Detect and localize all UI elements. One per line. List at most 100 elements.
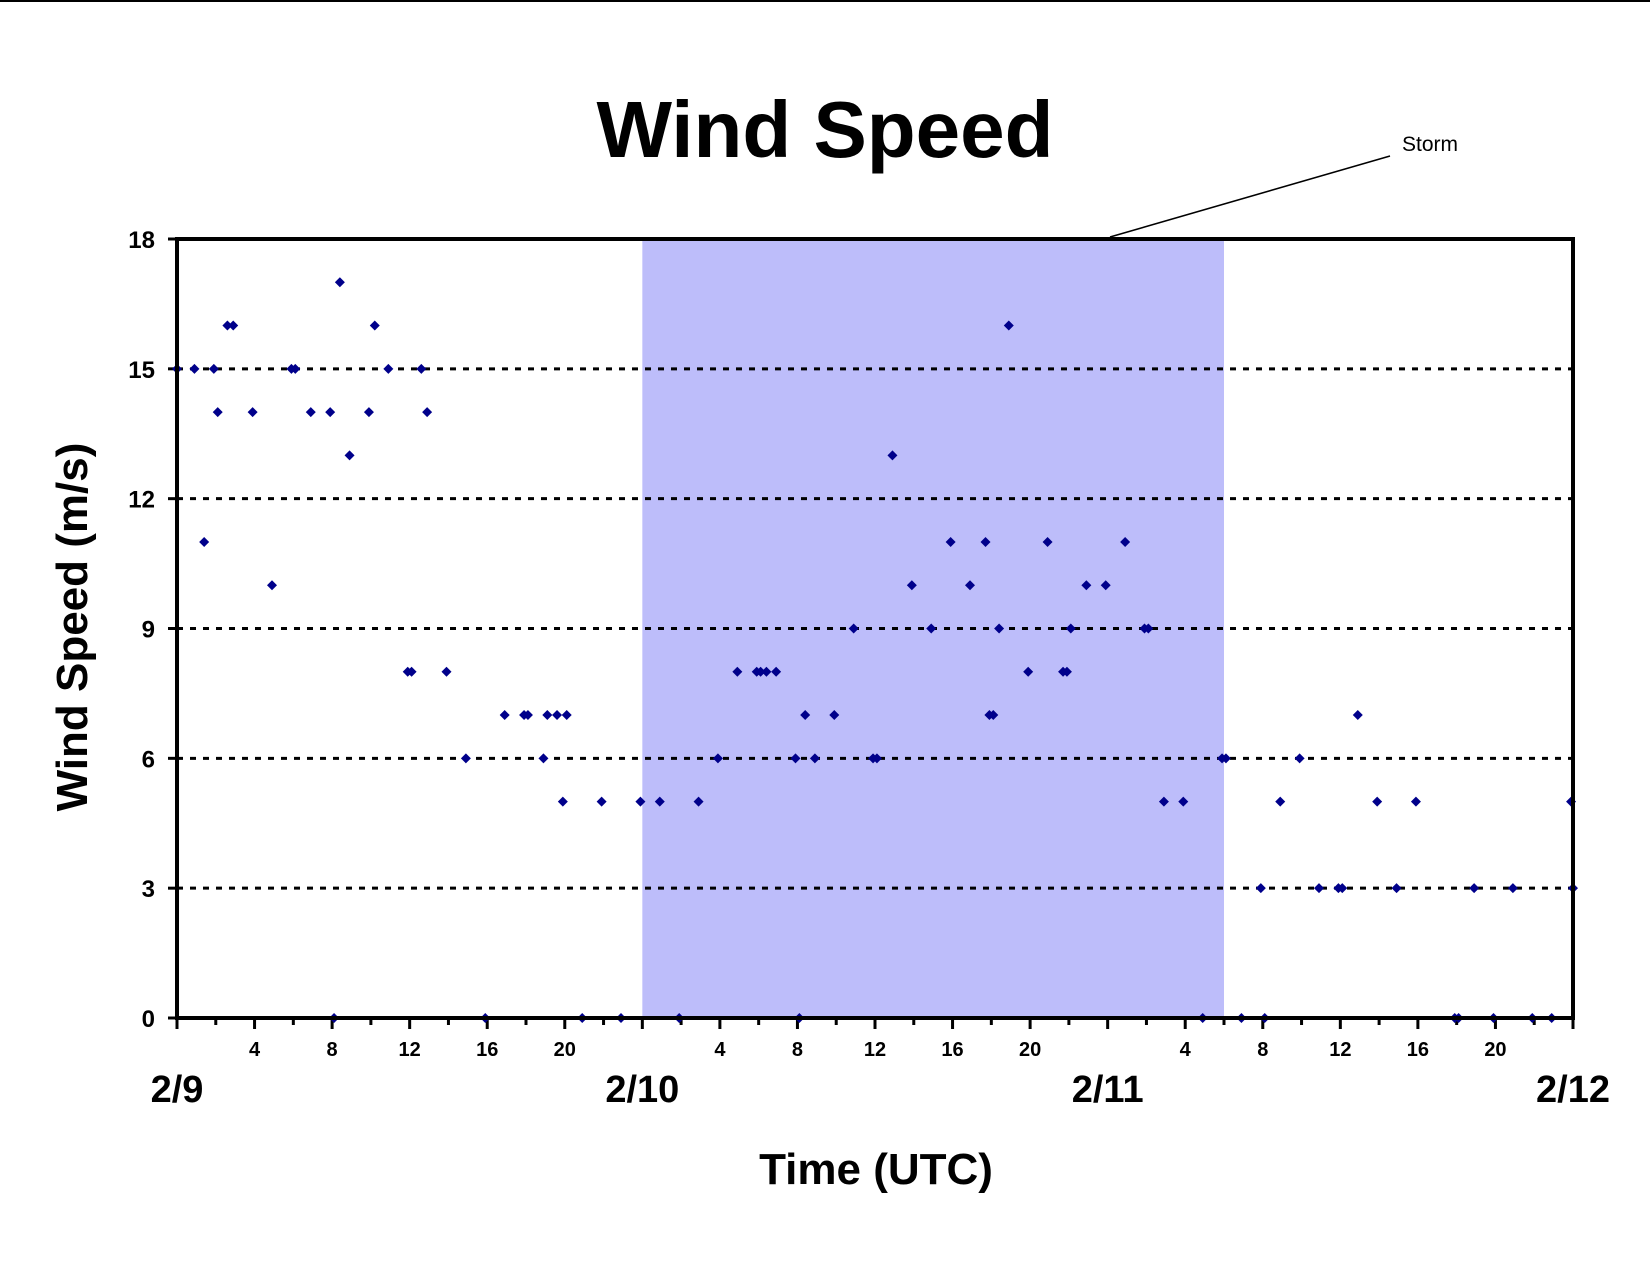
data-point xyxy=(1294,753,1305,764)
data-point xyxy=(988,710,999,721)
storm-annotation-label: Storm xyxy=(1402,133,1458,156)
data-point xyxy=(542,710,553,721)
data-point xyxy=(965,580,976,591)
y-tick-label-0: 0 xyxy=(142,1006,155,1033)
data-point xyxy=(325,407,336,418)
data-point xyxy=(1337,883,1348,894)
x-tick-label: 8 xyxy=(327,1039,338,1061)
data-point xyxy=(369,320,380,331)
x-tick-label: 4 xyxy=(1180,1039,1192,1061)
data-point xyxy=(1081,580,1092,591)
x-tick-label: 4 xyxy=(249,1039,261,1061)
x-axis-label: Time (UTC) xyxy=(759,1145,993,1194)
data-point xyxy=(538,753,549,764)
data-point xyxy=(305,407,316,418)
x-tick-label: 4 xyxy=(714,1039,726,1061)
data-point xyxy=(1352,710,1363,721)
x-day-label: 2/9 xyxy=(151,1069,204,1111)
data-point xyxy=(635,796,646,807)
data-point xyxy=(499,710,510,721)
data-point xyxy=(212,407,223,418)
x-tick-label: 12 xyxy=(1329,1039,1351,1061)
plot-area-frame xyxy=(175,237,1575,1020)
x-day-label: 2/11 xyxy=(1072,1069,1144,1111)
data-point xyxy=(228,320,239,331)
data-point xyxy=(1061,666,1072,677)
data-point xyxy=(761,666,772,677)
data-point xyxy=(654,796,665,807)
data-point xyxy=(1507,883,1518,894)
data-point xyxy=(871,753,882,764)
chart-title: Wind Speed xyxy=(596,85,1053,174)
x-tick-label: 16 xyxy=(1407,1039,1429,1061)
data-point xyxy=(1023,666,1034,677)
x-tick-label: 12 xyxy=(864,1039,886,1061)
data-point xyxy=(522,710,533,721)
data-point xyxy=(829,710,840,721)
y-tick-label-15: 15 xyxy=(128,357,155,384)
data-point xyxy=(994,623,1005,634)
x-tick-label: 20 xyxy=(1019,1039,1041,1061)
data-point xyxy=(887,450,898,461)
data-point xyxy=(693,796,704,807)
data-point xyxy=(596,796,607,807)
data-point xyxy=(406,666,417,677)
data-point xyxy=(290,363,301,374)
data-point xyxy=(712,753,723,764)
x-day-label: 2/12 xyxy=(1536,1069,1610,1111)
data-point xyxy=(344,450,355,461)
data-point xyxy=(980,536,991,547)
y-tick-label-18: 18 xyxy=(128,227,155,254)
data-point xyxy=(1178,796,1189,807)
x-tick-label: 12 xyxy=(399,1039,421,1061)
x-tick-label: 8 xyxy=(792,1039,803,1061)
data-point xyxy=(189,363,200,374)
data-point xyxy=(1275,796,1286,807)
data-point xyxy=(222,320,233,331)
data-point xyxy=(1065,623,1076,634)
data-point xyxy=(1314,883,1325,894)
data-point xyxy=(422,407,433,418)
data-point xyxy=(208,363,219,374)
x-tick-label: 8 xyxy=(1257,1039,1268,1061)
data-point xyxy=(441,666,452,677)
data-point xyxy=(906,580,917,591)
y-tick-label-3: 3 xyxy=(142,876,155,903)
data-point xyxy=(1255,883,1266,894)
data-point xyxy=(1391,883,1402,894)
data-point xyxy=(1100,580,1111,591)
data-point xyxy=(334,277,345,288)
data-point xyxy=(1220,753,1231,764)
data-point xyxy=(1469,883,1480,894)
data-point xyxy=(416,363,427,374)
data-point xyxy=(755,666,766,677)
data-point xyxy=(1143,623,1154,634)
y-axis-label: Wind Speed (m/s) xyxy=(48,443,97,812)
data-point xyxy=(363,407,374,418)
data-point xyxy=(552,710,563,721)
data-point xyxy=(561,710,572,721)
x-tick-label: 16 xyxy=(476,1039,498,1061)
data-point xyxy=(1158,796,1169,807)
data-point xyxy=(1120,536,1131,547)
y-tick-label-6: 6 xyxy=(142,746,155,773)
data-point xyxy=(1042,536,1053,547)
y-tick-label-9: 9 xyxy=(142,617,155,644)
data-point xyxy=(199,536,210,547)
data-point xyxy=(557,796,568,807)
top-border-line xyxy=(0,0,1650,2)
data-point xyxy=(926,623,937,634)
y-tick-label-12: 12 xyxy=(128,487,155,514)
data-point xyxy=(790,753,801,764)
axis-tick-labels: 0 3 6 9 12 15 18 4 8 12 16 20 4 8 12 16 20 4 8 12 16 20 2/9 2/1… xyxy=(128,227,1610,1111)
data-point xyxy=(800,710,811,721)
x-tick-label: 20 xyxy=(554,1039,576,1061)
data-point xyxy=(460,753,471,764)
data-point xyxy=(383,363,394,374)
data-point xyxy=(848,623,859,634)
data-point xyxy=(267,580,278,591)
data-point xyxy=(1003,320,1014,331)
data-point xyxy=(732,666,743,677)
storm-annotation-leader xyxy=(1109,155,1391,238)
